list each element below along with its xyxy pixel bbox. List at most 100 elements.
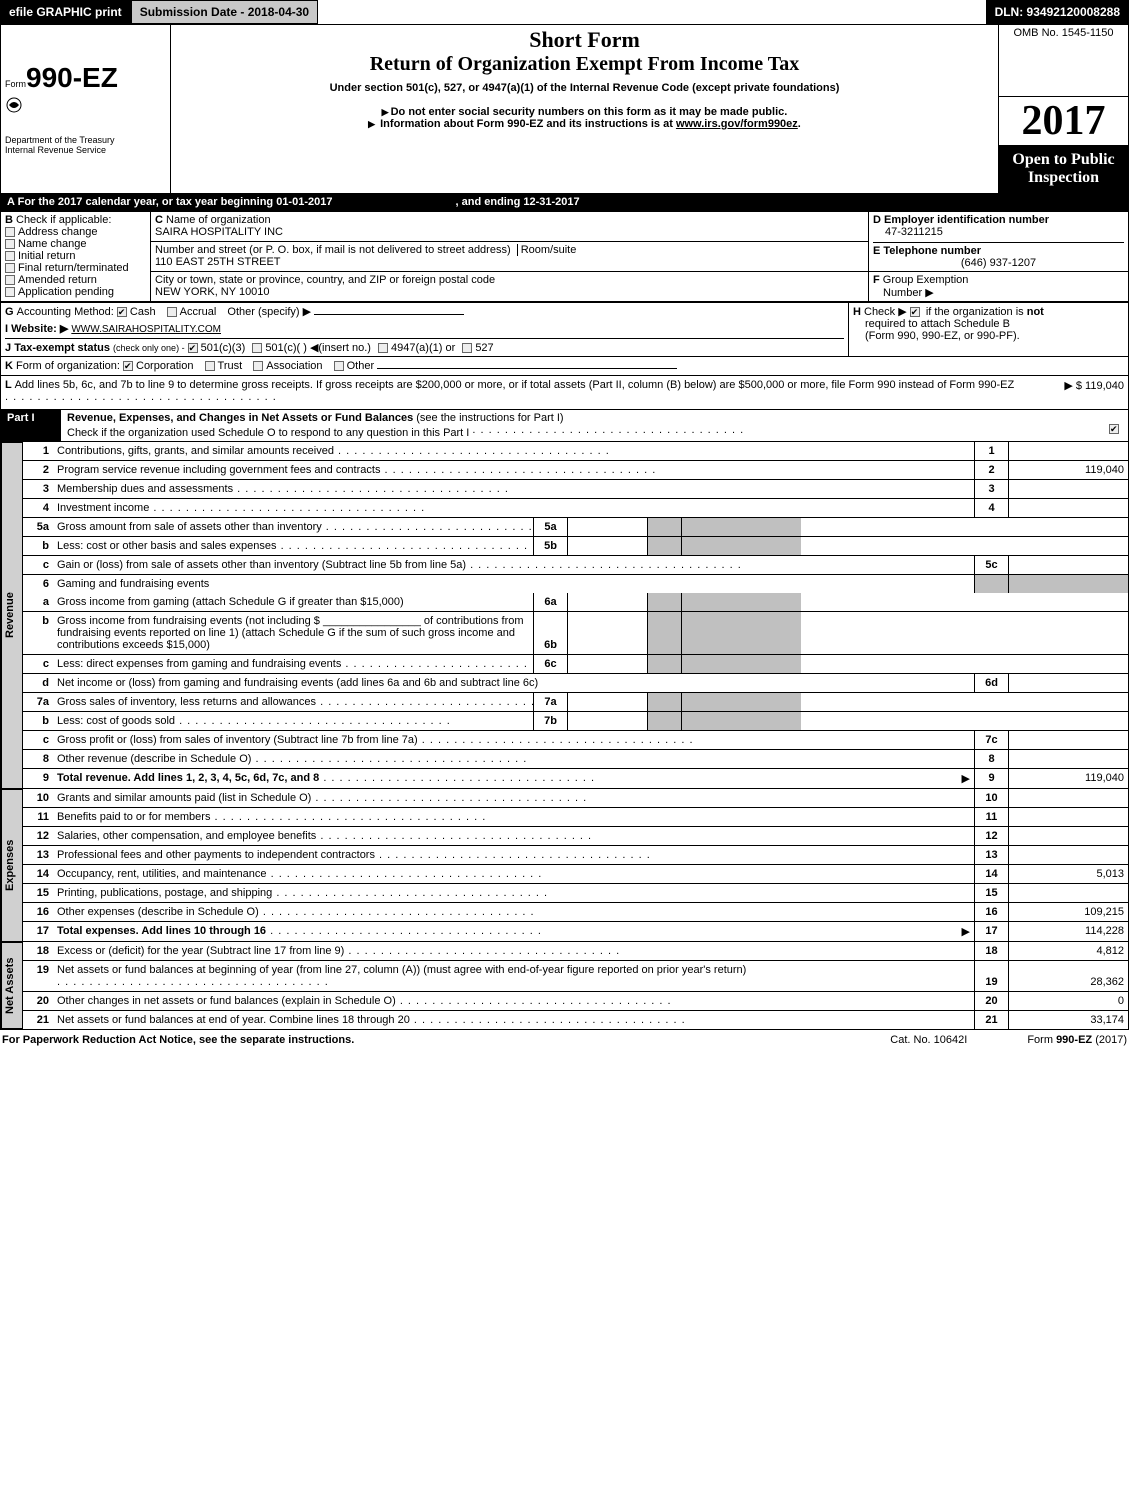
line-5c: c Gain or (loss) from sale of assets oth…: [23, 556, 1128, 575]
omb-number: OMB No. 1545-1150: [1003, 27, 1124, 39]
line-17-boxnum: 17: [974, 922, 1008, 941]
open-public: Open to Public Inspection: [999, 145, 1128, 193]
line-20-desc: Other changes in net assets or fund bala…: [57, 995, 396, 1007]
j-insert: ◀(insert no.): [310, 342, 371, 354]
line-6a-desc: Gross income from gaming (attach Schedul…: [57, 596, 404, 608]
line-7c-boxnum: 7c: [974, 731, 1008, 749]
city-label: City or town, state or province, country…: [155, 274, 495, 286]
line-3: 3 Membership dues and assessments 3: [23, 480, 1128, 499]
revenue-body: 1 Contributions, gifts, grants, and simi…: [23, 442, 1128, 789]
org-info-table: B Check if applicable: Address change Na…: [0, 211, 1129, 302]
footer-formref: Form 990-EZ (2017): [1027, 1034, 1127, 1046]
line-6d-amt: [1008, 674, 1128, 692]
line-13-boxnum: 13: [974, 846, 1008, 864]
line-4-amt: [1008, 499, 1128, 517]
l-amount: ▶ $ 119,040: [1064, 379, 1124, 392]
g-cash: Cash: [130, 306, 156, 318]
top-bar: efile GRAPHIC print Submission Date - 20…: [0, 0, 1129, 24]
line-6b: b Gross income from fundraising events (…: [23, 612, 1128, 655]
line-10-boxnum: 10: [974, 789, 1008, 807]
note-info: Information about Form 990-EZ and its in…: [175, 118, 994, 130]
dln-label: DLN: 93492120008288: [986, 0, 1129, 24]
g-other-blank[interactable]: [314, 314, 464, 315]
line-12-desc: Salaries, other compensation, and employ…: [57, 830, 316, 842]
line-21: 21 Net assets or fund balances at end of…: [23, 1011, 1128, 1029]
line-11: 11 Benefits paid to or for members 11: [23, 808, 1128, 827]
line-6c-boxval: [567, 655, 647, 673]
line-4-num: 4: [23, 499, 53, 517]
f-arrow-icon: ▶: [925, 287, 933, 299]
line-6b-desc: Gross income from fundraising events (no…: [57, 615, 524, 651]
checkbox-amended-return[interactable]: [5, 275, 15, 285]
j-4947: 4947(a)(1) or: [391, 342, 455, 354]
k-assoc: Association: [266, 360, 322, 372]
form990ez-link[interactable]: www.irs.gov/form990ez: [676, 118, 798, 130]
b-application-pending: Application pending: [18, 286, 114, 298]
checkbox-527[interactable]: [462, 343, 472, 353]
line-18-num: 18: [23, 942, 53, 960]
line-8: 8 Other revenue (describe in Schedule O)…: [23, 750, 1128, 769]
line-6c-desc: Less: direct expenses from gaming and fu…: [57, 658, 341, 670]
checkbox-address-change[interactable]: [5, 227, 15, 237]
line-19-amt: 28,362: [1008, 961, 1128, 991]
line-1-num: 1: [23, 442, 53, 460]
line-12-num: 12: [23, 827, 53, 845]
line-5c-boxnum: 5c: [974, 556, 1008, 574]
g-accrual: Accrual: [180, 306, 217, 318]
line-16: 16 Other expenses (describe in Schedule …: [23, 903, 1128, 922]
checkbox-4947[interactable]: [378, 343, 388, 353]
checkbox-part1-scho[interactable]: [1109, 424, 1119, 434]
line-17-desc: Total expenses. Add lines 10 through 16: [57, 925, 266, 937]
street-label: Number and street (or P. O. box, if mail…: [155, 244, 511, 256]
omb-cell: OMB No. 1545-1150: [999, 25, 1129, 97]
short-form-title: Short Form: [175, 27, 994, 53]
line-1: 1 Contributions, gifts, grants, and simi…: [23, 442, 1128, 461]
line-15-num: 15: [23, 884, 53, 902]
b-amended-return: Amended return: [18, 274, 97, 286]
checkbox-final-return[interactable]: [5, 263, 15, 273]
checkbox-501c[interactable]: [252, 343, 262, 353]
checkbox-name-change[interactable]: [5, 239, 15, 249]
line-7c-num: c: [23, 731, 53, 749]
checkbox-corp[interactable]: [123, 361, 133, 371]
line-11-num: 11: [23, 808, 53, 826]
line-6b-grayamt: [681, 612, 801, 654]
line-5a-boxval: [567, 518, 647, 536]
line-5b-boxlabel: 5b: [533, 537, 567, 555]
checkbox-h[interactable]: [910, 307, 920, 317]
checkbox-cash[interactable]: [117, 307, 127, 317]
efile-print-button[interactable]: efile GRAPHIC print: [0, 0, 131, 24]
line-5a-boxlabel: 5a: [533, 518, 567, 536]
year-open-cell: 2017 Open to Public Inspection: [999, 96, 1129, 193]
checkbox-accrual[interactable]: [167, 307, 177, 317]
line-7a-grayamt: [681, 693, 801, 711]
line-18-desc: Excess or (deficit) for the year (Subtra…: [57, 945, 344, 957]
k-other: Other: [347, 360, 375, 372]
line-5a-num: 5a: [23, 518, 53, 536]
checkbox-other-org[interactable]: [334, 361, 344, 371]
checkbox-assoc[interactable]: [253, 361, 263, 371]
line-6d-num: d: [23, 674, 53, 692]
checkbox-501c3[interactable]: [188, 343, 198, 353]
section-c-street: Number and street (or P. O. box, if mail…: [151, 241, 869, 271]
j-501c3: 501(c)(3): [201, 342, 246, 354]
line-6c-grayamt: [681, 655, 801, 673]
line-8-boxnum: 8: [974, 750, 1008, 768]
checkbox-application-pending[interactable]: [5, 287, 15, 297]
line-18-boxnum: 18: [974, 942, 1008, 960]
line-5b: b Less: cost or other basis and sales ex…: [23, 537, 1128, 556]
k-other-blank[interactable]: [377, 368, 677, 369]
h-line2: required to attach Schedule B: [853, 318, 1010, 330]
line-19-desc: Net assets or fund balances at beginning…: [57, 964, 746, 976]
checkbox-trust[interactable]: [205, 361, 215, 371]
expenses-body: 10 Grants and similar amounts paid (list…: [23, 789, 1128, 942]
line-10-amt: [1008, 789, 1128, 807]
line-9: 9 Total revenue. Add lines 1, 2, 3, 4, 5…: [23, 769, 1128, 789]
under-section: Under section 501(c), 527, or 4947(a)(1)…: [175, 82, 994, 94]
checkbox-initial-return[interactable]: [5, 251, 15, 261]
line-7a-desc: Gross sales of inventory, less returns a…: [57, 696, 316, 708]
line-2-desc: Program service revenue including govern…: [57, 464, 380, 476]
website-link[interactable]: WWW.SAIRAHOSPITALITY.COM: [71, 324, 221, 335]
section-l: L Add lines 5b, 6c, and 7b to line 9 to …: [0, 376, 1129, 410]
section-h: H Check ▶ if the organization is not req…: [849, 302, 1129, 356]
